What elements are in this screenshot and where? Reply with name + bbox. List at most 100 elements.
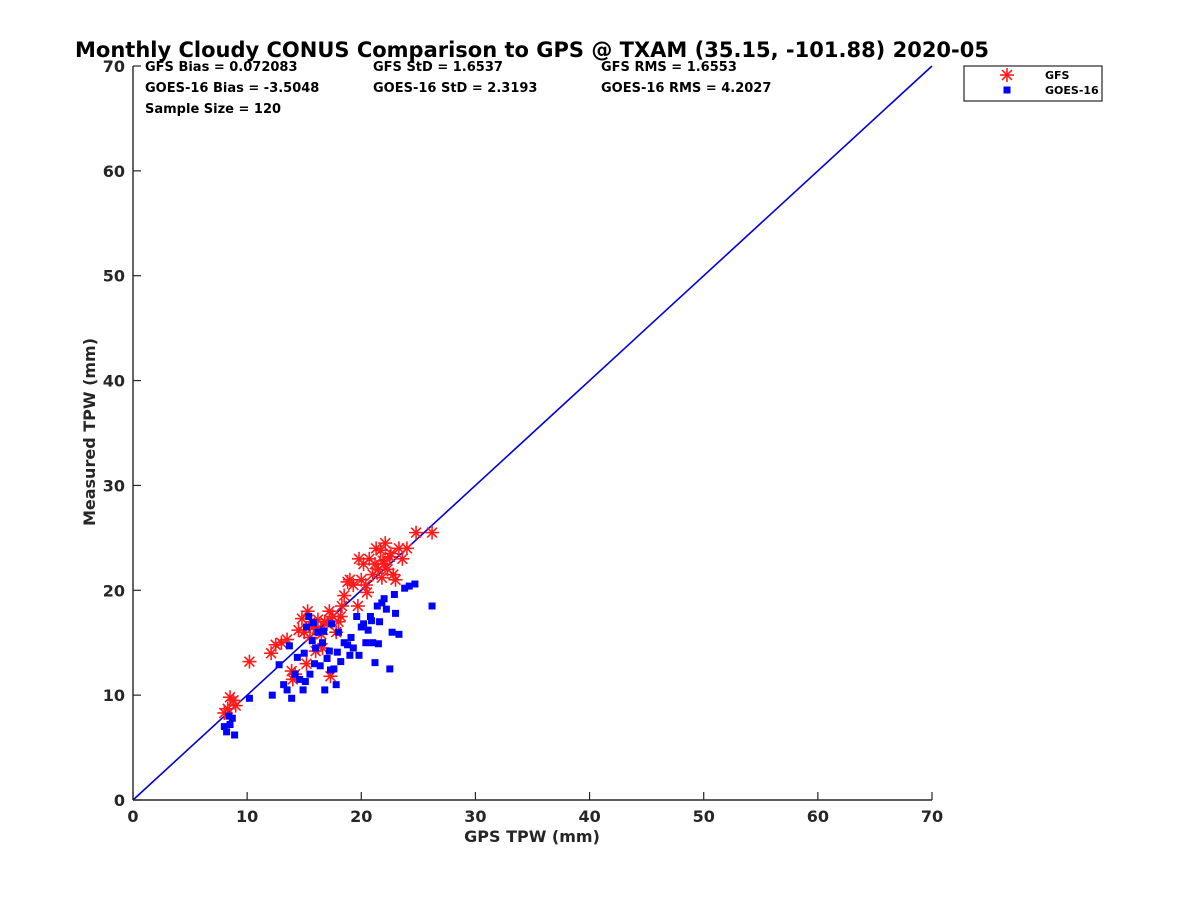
goes-16-point — [301, 678, 309, 686]
goes-16-point — [349, 644, 357, 652]
plot-area — [132, 65, 933, 801]
goes-16-point — [318, 639, 326, 647]
gfs-point — [228, 698, 243, 713]
reference-line-layer — [132, 65, 933, 801]
goes-16-point — [344, 641, 352, 649]
gfs-point — [299, 656, 314, 671]
goes-16-point — [368, 617, 376, 625]
y-tick-label: 10 — [103, 686, 125, 705]
goes-16-point — [308, 637, 316, 645]
goes-16-point — [369, 639, 377, 647]
y-tick-label: 20 — [103, 581, 125, 600]
goes-16-point — [401, 584, 409, 592]
y-tick-label: 60 — [103, 162, 125, 181]
goes-16-point — [306, 670, 314, 678]
stat-gfs-bias: GFS Bias = 0.072083 — [145, 60, 298, 75]
one-to-one-line — [132, 65, 933, 801]
goes-16-point — [380, 595, 388, 603]
gfs-point — [346, 578, 361, 593]
goes-16-point — [291, 670, 299, 678]
goes-16-point — [288, 694, 296, 702]
goes-16-point — [360, 620, 368, 628]
gfs-point — [242, 654, 257, 669]
x-tick-label: 0 — [127, 807, 138, 826]
goes-16-point — [320, 627, 328, 635]
goes-16-point — [300, 649, 308, 657]
stat-goes-std: GOES-16 StD = 2.3193 — [373, 81, 537, 96]
goes-16-point — [353, 613, 361, 620]
goes-16-point — [321, 686, 329, 694]
goes-16-point — [283, 686, 291, 694]
x-tick-label: 50 — [693, 807, 715, 826]
gfs-point — [350, 599, 365, 614]
goes-16-point — [293, 653, 301, 661]
goes-16-point — [316, 662, 324, 670]
goes-16-point — [275, 661, 283, 669]
gfs-point — [399, 541, 414, 556]
goes-16-point — [310, 660, 318, 668]
goes-16-point — [332, 681, 340, 689]
x-tick-label: 20 — [350, 807, 372, 826]
goes-16-point — [382, 605, 390, 613]
legend-marker-goes-16-glyph — [1003, 86, 1011, 94]
goes-16-point — [314, 628, 322, 636]
goes-16-point — [223, 728, 231, 736]
goes-16-point — [362, 639, 370, 647]
goes-16-point — [299, 686, 307, 694]
stat-sample-size: Sample Size = 120 — [145, 102, 281, 117]
goes-16-point — [302, 623, 310, 631]
x-tick-label: 40 — [578, 807, 600, 826]
y-tick-label: 0 — [114, 791, 125, 810]
goes-16-point — [390, 590, 398, 598]
legend-marker-goes-16 — [1003, 86, 1011, 94]
legend-marker-gfs — [1000, 68, 1014, 82]
gfs-point — [374, 570, 389, 585]
legend-box — [963, 65, 1103, 102]
goes-16-point — [285, 642, 293, 650]
goes-16-point — [312, 644, 320, 652]
gfs-point — [268, 637, 283, 652]
goes-16-point — [325, 647, 333, 655]
goes-16-point — [226, 721, 234, 729]
goes-16-point — [280, 681, 288, 689]
y-axis-label: Measured TPW (mm) — [80, 338, 99, 526]
goes-16-point — [355, 651, 363, 659]
goes-16-point — [220, 723, 228, 731]
goes-16-point — [378, 599, 386, 607]
legend: GFS GOES-16 — [963, 65, 1103, 102]
goes-16-point — [333, 648, 341, 656]
goes-16-point — [364, 626, 372, 634]
goes-16-point — [395, 630, 403, 638]
goes-16-point — [323, 654, 331, 662]
gfs-point — [388, 572, 403, 587]
gfs-point — [333, 609, 348, 624]
x-tick-label: 30 — [464, 807, 486, 826]
series-goes-16 — [220, 580, 436, 739]
goes-16-point — [296, 675, 304, 683]
goes-16-point — [388, 628, 396, 636]
legend-label-goes-16: GOES-16 — [1045, 84, 1099, 97]
gfs-point — [378, 536, 393, 551]
goes-16-point — [428, 602, 436, 610]
stat-gfs-std: GFS StD = 1.6537 — [373, 60, 503, 75]
legend-marker-gfs-glyph — [1000, 68, 1014, 82]
goes-16-point — [411, 580, 419, 588]
gfs-point — [425, 525, 440, 540]
gfs-point — [337, 588, 352, 603]
goes-16-point — [366, 613, 374, 620]
goes-16-point — [392, 609, 400, 617]
gfs-point — [395, 551, 410, 566]
y-tick-label: 50 — [103, 267, 125, 286]
goes-16-point — [373, 602, 381, 610]
stats-block: GFS Bias = 0.072083 GFS StD = 1.6537 GFS… — [145, 60, 771, 117]
gfs-point — [358, 578, 373, 593]
x-tick-label: 70 — [921, 807, 943, 826]
stat-gfs-rms: GFS RMS = 1.6553 — [601, 60, 737, 75]
gfs-point — [383, 546, 398, 561]
goes-16-point — [305, 613, 313, 620]
goes-16-point — [337, 658, 345, 666]
series-layer — [217, 525, 440, 739]
goes-16-point — [225, 712, 233, 720]
x-tick-label: 10 — [236, 807, 258, 826]
